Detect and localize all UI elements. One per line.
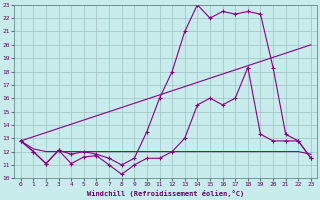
X-axis label: Windchill (Refroidissement éolien,°C): Windchill (Refroidissement éolien,°C): [87, 190, 244, 197]
